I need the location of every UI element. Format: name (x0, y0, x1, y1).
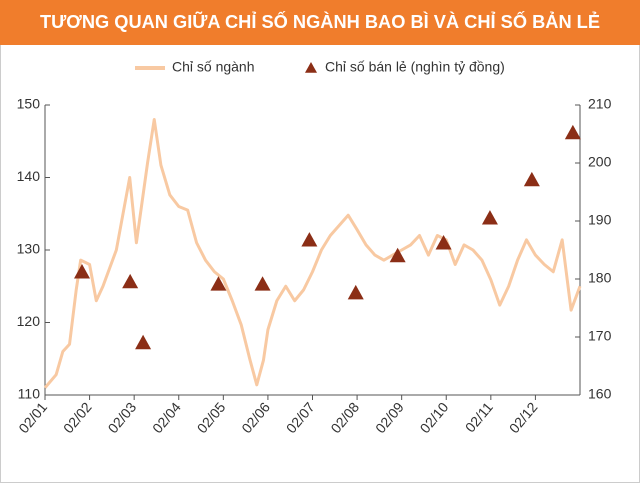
point (135, 334, 152, 350)
y-tick-label: 140 (17, 168, 41, 184)
point (254, 276, 271, 291)
y2-tick-label: 210 (588, 96, 612, 112)
y2-tick-label: 190 (588, 212, 612, 228)
y2-tick-label: 160 (588, 386, 612, 402)
line (43, 118, 582, 389)
y2-tick-label: 200 (588, 154, 612, 170)
y-tick-label: 150 (17, 96, 41, 112)
legend-swatch (305, 62, 317, 73)
y-tick-label: 120 (17, 313, 41, 329)
point (347, 284, 364, 300)
legend-label: Chỉ số bán lẻ (nghìn tỷ đồng) (325, 59, 505, 75)
point (301, 232, 318, 247)
chart-title: TƯƠNG QUAN GIỮA CHỈ SỐ NGÀNH BAO BÌ VÀ C… (40, 11, 600, 32)
y2-tick-label: 170 (588, 328, 612, 344)
title-bar (0, 0, 640, 45)
point (564, 124, 581, 140)
point (389, 247, 406, 263)
y2-tick-label: 180 (588, 270, 612, 286)
point (74, 264, 91, 279)
point (523, 171, 540, 187)
point (210, 276, 227, 291)
legend-label: Chỉ số ngành (172, 59, 255, 75)
y-tick-label: 110 (18, 386, 41, 402)
point (122, 273, 139, 289)
point (435, 235, 452, 250)
point (481, 210, 498, 225)
y-tick-label: 130 (17, 241, 41, 257)
